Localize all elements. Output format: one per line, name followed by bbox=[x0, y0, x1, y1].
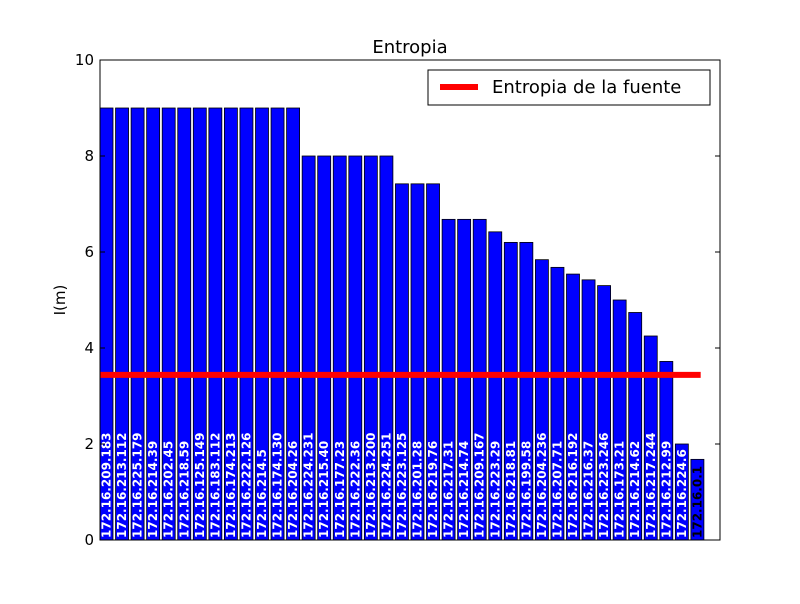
y-tick-label: 4 bbox=[84, 339, 94, 357]
bar-label: 172.16.224.231 bbox=[302, 432, 316, 538]
y-tick-label: 10 bbox=[75, 51, 94, 69]
bar-label: 172.16.215.40 bbox=[317, 441, 331, 538]
legend-label: Entropia de la fuente bbox=[492, 77, 681, 98]
y-axis-label: I(m) bbox=[51, 285, 69, 316]
chart-title: Entropia bbox=[372, 37, 447, 58]
legend: Entropia de la fuente bbox=[427, 69, 711, 106]
bar-label: 172.16.214.39 bbox=[146, 441, 160, 538]
bar-label: 172.16.183.112 bbox=[208, 432, 222, 538]
bar-label: 172.16.223.29 bbox=[488, 441, 502, 538]
bar-label: 172.16.177.23 bbox=[333, 441, 347, 538]
bar-label: 172.16.219.76 bbox=[426, 441, 440, 538]
bar-label: 172.16.217.31 bbox=[442, 441, 456, 538]
bar-label: 172.16.204.236 bbox=[535, 432, 549, 538]
bar-label: 172.16.225.179 bbox=[131, 432, 145, 538]
legend-box bbox=[427, 69, 711, 106]
bar-label: 172.16.209.167 bbox=[473, 432, 487, 538]
bar-label: 172.16.0.1 bbox=[690, 466, 704, 538]
bar-label: 172.16.217.244 bbox=[644, 432, 658, 538]
bar-label: 172.16.222.126 bbox=[239, 432, 253, 538]
bar-label: 172.16.218.59 bbox=[177, 441, 191, 538]
bar-label: 172.16.223.246 bbox=[597, 432, 611, 538]
bar-label: 172.16.216.37 bbox=[582, 441, 596, 538]
bar-label: 172.16.218.81 bbox=[504, 441, 518, 538]
bar-label: 172.16.202.45 bbox=[162, 441, 176, 538]
bar-label: 172.16.212.99 bbox=[659, 441, 673, 538]
bar-label: 172.16.222.36 bbox=[348, 441, 362, 538]
plot-frame bbox=[99, 59, 721, 541]
bar-label: 172.16.223.125 bbox=[395, 432, 409, 538]
bar-label: 172.16.204.26 bbox=[286, 441, 300, 538]
bar-label: 172.16.174.213 bbox=[224, 432, 238, 538]
y-tick-label: 2 bbox=[84, 435, 94, 453]
y-tick-label: 6 bbox=[84, 243, 94, 261]
bar-label: 172.16.207.71 bbox=[550, 441, 564, 538]
y-tick-label: 8 bbox=[84, 147, 94, 165]
bar-label: 172.16.213.112 bbox=[115, 432, 129, 538]
bar-label: 172.16.174.130 bbox=[271, 432, 285, 538]
bar-label: 172.16.213.200 bbox=[364, 432, 378, 538]
bar-label: 172.16.224.251 bbox=[379, 432, 393, 538]
bar-label: 172.16.216.192 bbox=[566, 432, 580, 538]
bar-label: 172.16.209.183 bbox=[100, 432, 114, 538]
bar-label: 172.16.173.21 bbox=[613, 441, 627, 538]
bar-label: 172.16.224.6 bbox=[675, 449, 689, 538]
bars-layer bbox=[99, 107, 705, 541]
bar-label: 172.16.214.62 bbox=[628, 441, 642, 538]
bar-label: 172.16.199.58 bbox=[519, 441, 533, 538]
y-tick-label: 0 bbox=[84, 531, 94, 549]
bar-label: 172.16.214.5 bbox=[255, 449, 269, 538]
bar-label: 172.16.125.149 bbox=[193, 432, 207, 538]
bar-label: 172.16.214.74 bbox=[457, 441, 471, 538]
bar-labels-layer: 172.16.209.183 172.16.213.112 172.16.225.1… bbox=[100, 432, 705, 538]
bar-label: 172.16.201.28 bbox=[411, 441, 425, 538]
